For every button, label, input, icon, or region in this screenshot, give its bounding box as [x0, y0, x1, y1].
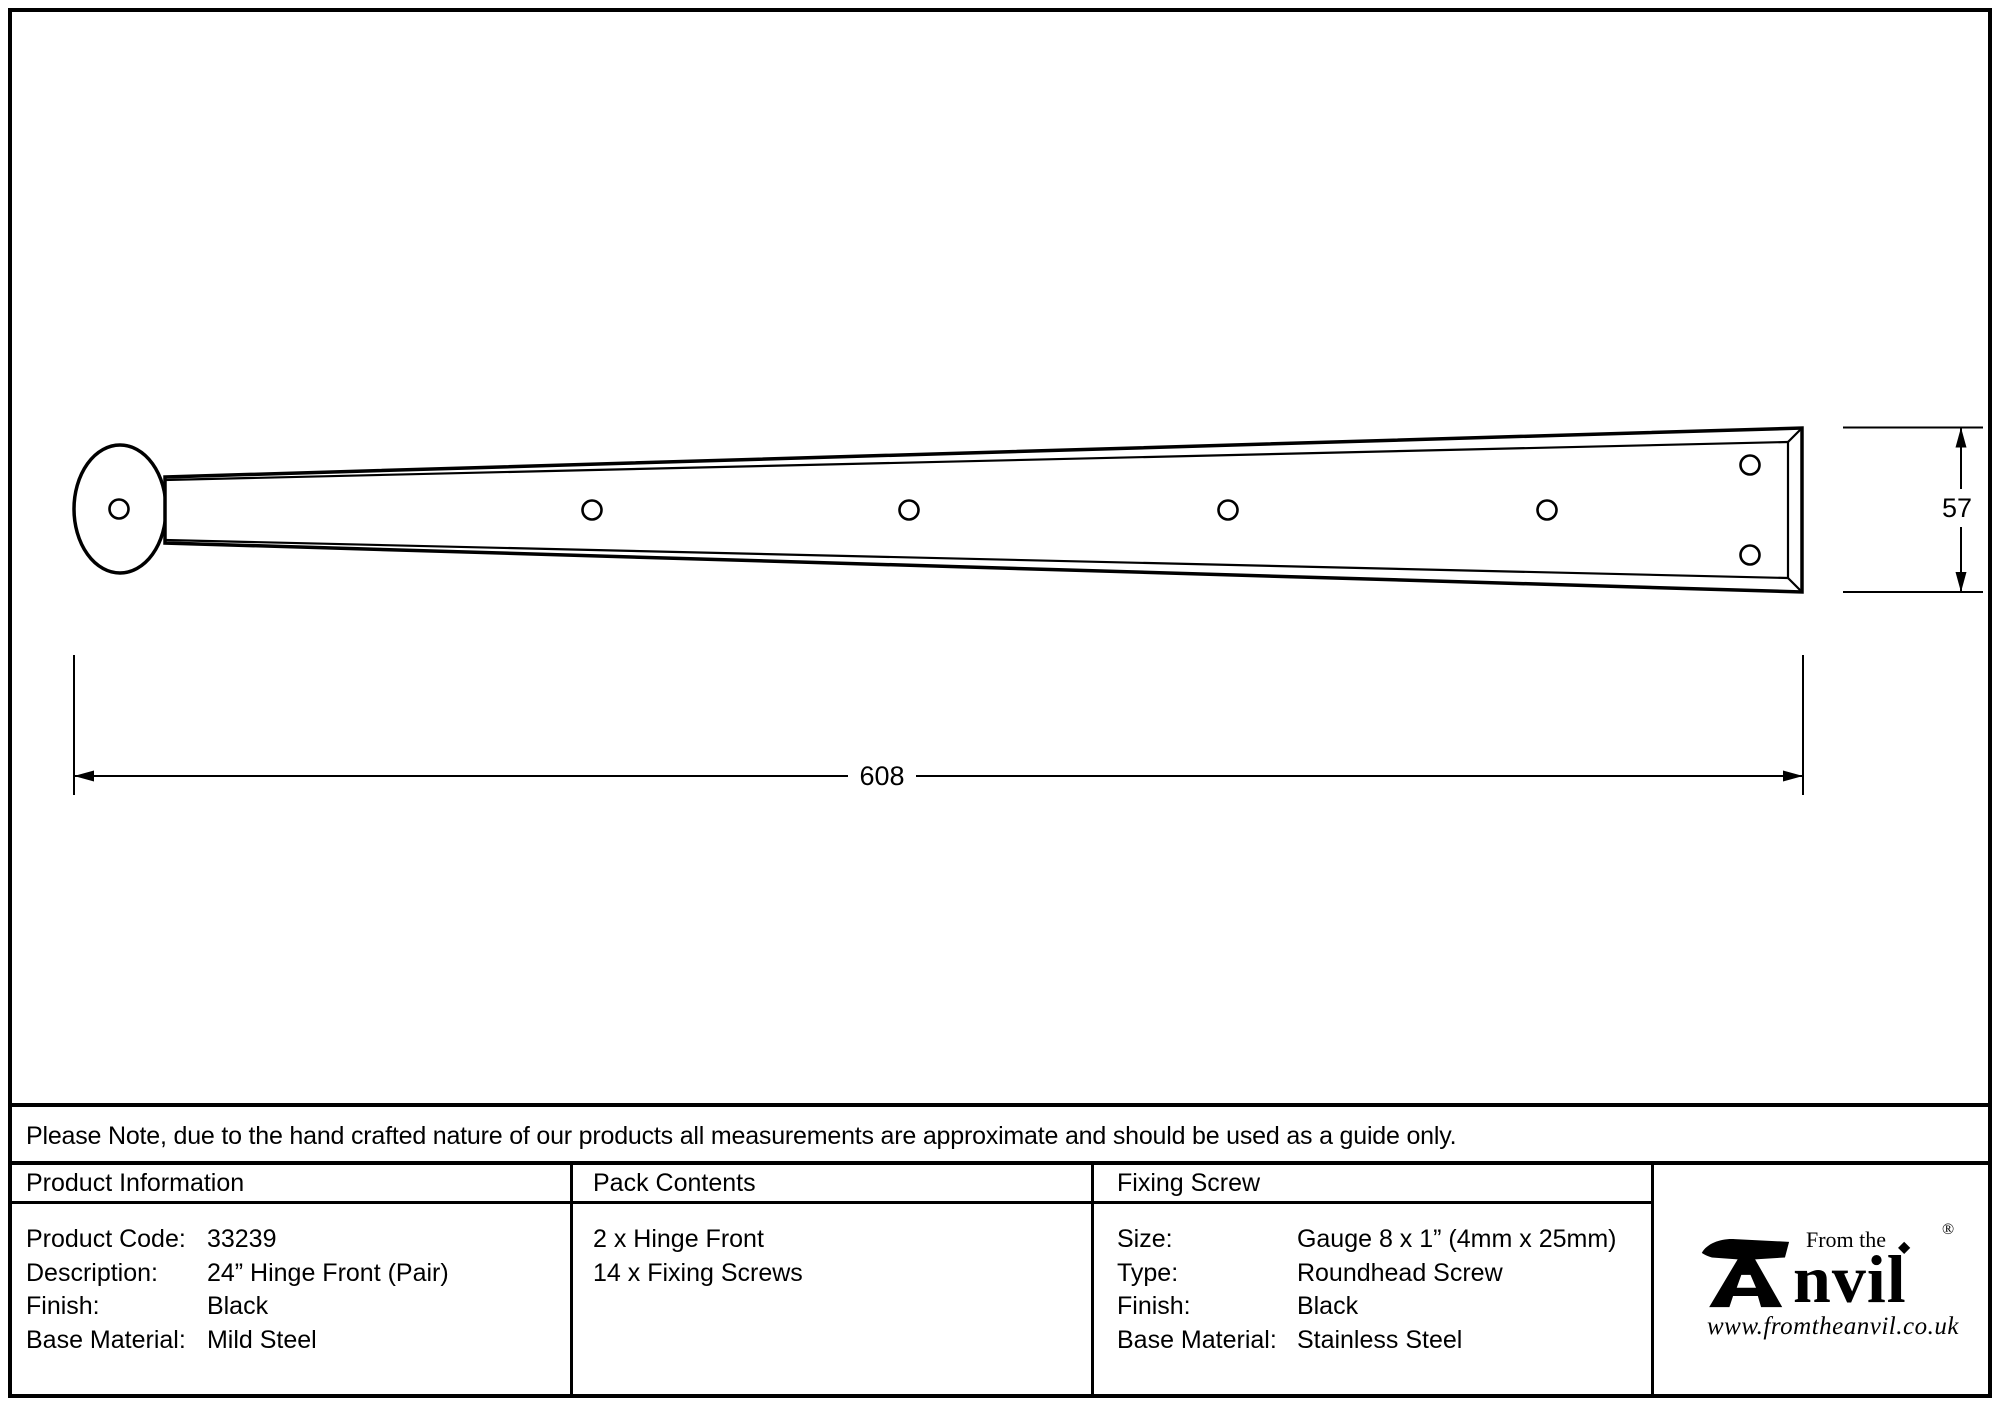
column-divider	[1651, 1161, 1654, 1398]
note-top-rule	[8, 1103, 1992, 1107]
row-label: Type:	[1117, 1258, 1179, 1287]
row-value: Roundhead Screw	[1296, 1258, 1503, 1287]
row-value: 33239	[206, 1225, 277, 1253]
pack-contents-header: Pack Contents	[593, 1169, 756, 1197]
table-top-rule	[8, 1161, 1992, 1165]
table-row: Finish: Black	[26, 1290, 449, 1324]
row-value: 24” Hinge Front (Pair)	[206, 1258, 449, 1287]
height-dimension: 57	[1843, 426, 1983, 593]
header-underline	[8, 1201, 1654, 1204]
table-row: Description: 24” Hinge Front (Pair)	[26, 1257, 449, 1291]
screw-hole	[581, 499, 603, 521]
arrowhead-right	[1783, 770, 1803, 782]
row-label: Finish:	[1117, 1292, 1191, 1320]
arrowhead-left	[74, 770, 94, 782]
table-row: Base Material: Stainless Steel	[1117, 1324, 1616, 1358]
diamond-icon: ◆	[1898, 1239, 1911, 1256]
from-the-anvil-logo: From the ◆ ® nvil www.fromtheanvil.co.uk	[1651, 1163, 1992, 1398]
list-item: 14 x Fixing Screws	[593, 1258, 803, 1287]
fixing-screw-cell: Size: Gauge 8 x 1” (4mm x 25mm) Type: Ro…	[1117, 1223, 1616, 1357]
row-value: Black	[1296, 1292, 1359, 1320]
page-border	[8, 8, 1992, 1398]
length-dimension-label: 608	[859, 761, 904, 791]
row-label: Description:	[26, 1258, 158, 1287]
row-value: Black	[206, 1292, 269, 1320]
bevel-lines	[164, 427, 1803, 593]
table-row: Product Code: 33239	[26, 1223, 449, 1257]
pack-contents-cell: 2 x Hinge Front 14 x Fixing Screws	[593, 1223, 803, 1290]
screw-holes	[108, 454, 1761, 566]
row-value: Mild Steel	[206, 1325, 317, 1354]
hinge-technical-drawing: 608 57	[72, 426, 1983, 795]
screw-hole	[1739, 454, 1761, 476]
anvil-icon	[1701, 1238, 1790, 1308]
height-dimension-label: 57	[1942, 493, 1972, 523]
row-label: Finish:	[26, 1292, 100, 1320]
screw-hole	[1217, 499, 1239, 521]
row-label: Size:	[1117, 1225, 1173, 1253]
hinge-outline	[72, 426, 1804, 594]
table-row: Type: Roundhead Screw	[1117, 1257, 1616, 1291]
row-label: Product Code:	[26, 1225, 186, 1253]
arrowhead-down	[1955, 572, 1967, 592]
table-row: Size: Gauge 8 x 1” (4mm x 25mm)	[1117, 1223, 1616, 1257]
row-value: Gauge 8 x 1” (4mm x 25mm)	[1296, 1225, 1617, 1253]
row-value: Stainless Steel	[1296, 1325, 1463, 1354]
screw-hole	[898, 499, 920, 521]
product-information-cell: Product Code: 33239 Description: 24” Hin…	[26, 1223, 449, 1357]
product-information-header: Product Information	[26, 1169, 245, 1197]
column-divider	[570, 1161, 573, 1398]
arrowhead-up	[1955, 427, 1967, 448]
length-dimension: 608	[73, 655, 1804, 795]
measurements-note: Please Note, due to the hand crafted nat…	[26, 1122, 1457, 1150]
table-row: Finish: Black	[1117, 1290, 1616, 1324]
list-item: 2 x Hinge Front	[593, 1225, 764, 1253]
screw-hole	[1739, 544, 1761, 566]
logo-website: www.fromtheanvil.co.uk	[1707, 1313, 1959, 1340]
row-label: Base Material:	[26, 1325, 186, 1354]
logo-brand-text: nvil	[1793, 1241, 1907, 1317]
fixing-screw-header: Fixing Screw	[1117, 1169, 1261, 1197]
screw-hole	[1536, 499, 1558, 521]
logo-tagline: From the	[1806, 1227, 1887, 1252]
table-row: Base Material: Mild Steel	[26, 1324, 449, 1358]
row-label: Base Material:	[1117, 1325, 1277, 1354]
screw-hole	[108, 498, 130, 520]
column-divider	[1091, 1161, 1094, 1398]
registered-mark: ®	[1942, 1221, 1955, 1238]
